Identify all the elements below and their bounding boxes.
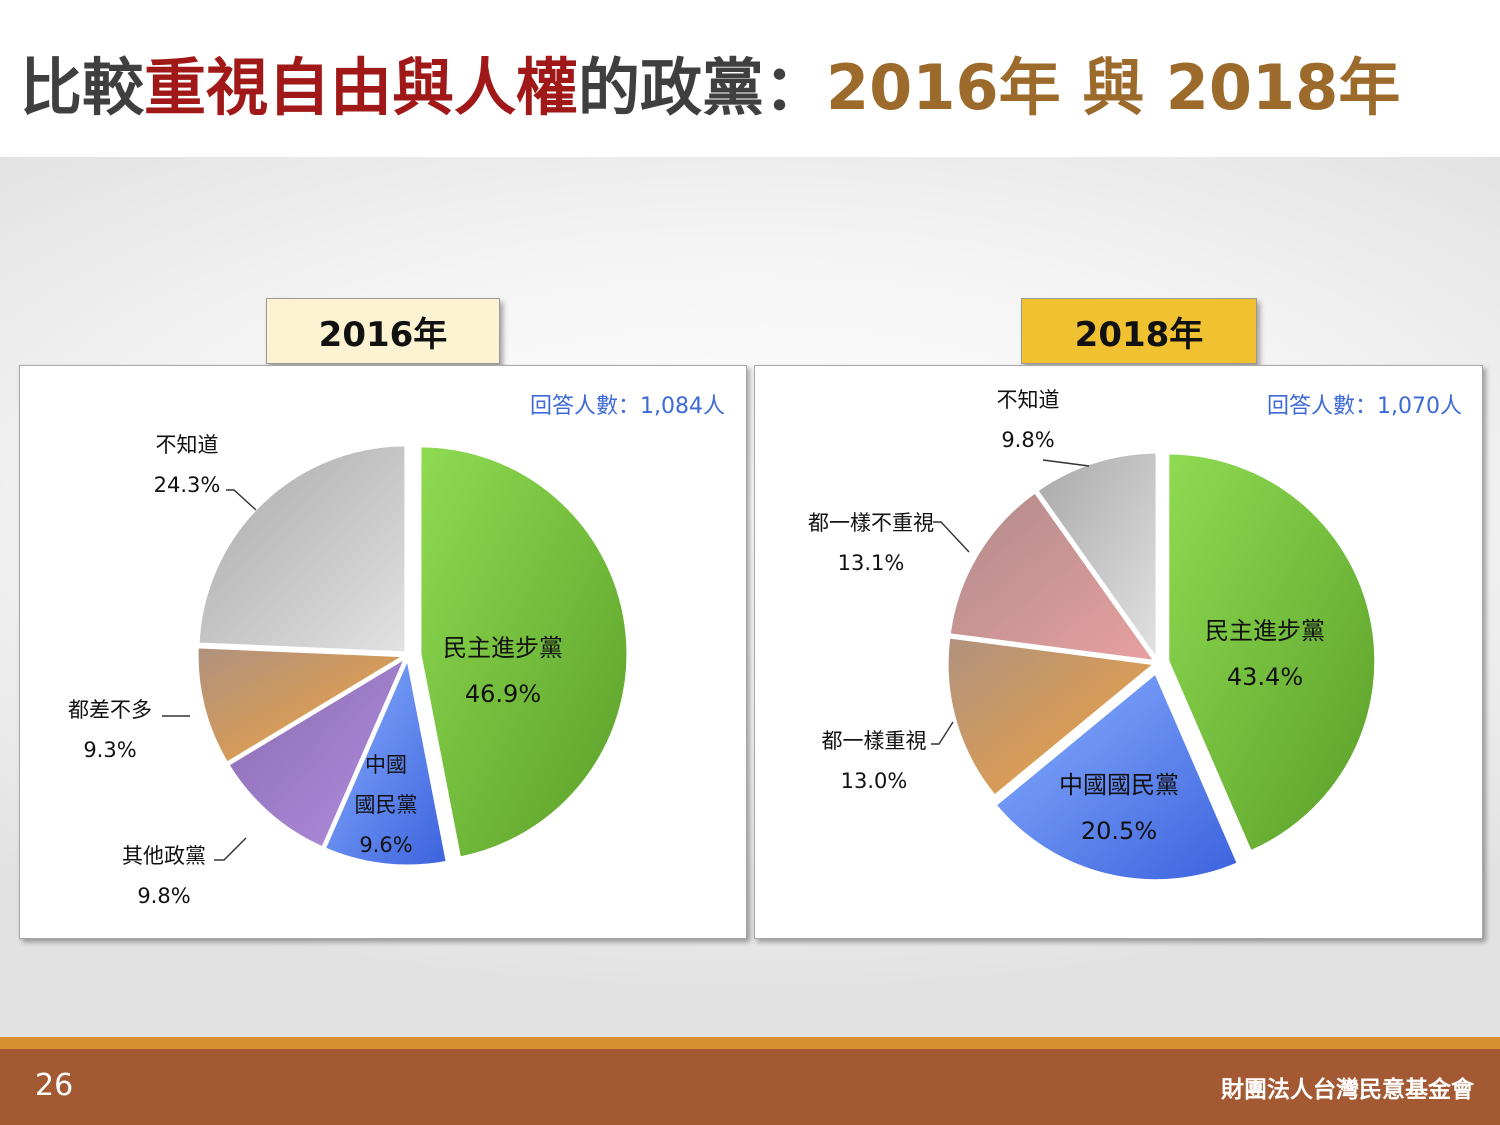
pie-chart-2018 bbox=[931, 450, 1378, 883]
slice-value: 9.6% bbox=[359, 833, 413, 857]
pie-slice-4 bbox=[196, 443, 408, 655]
slice-value: 9.8% bbox=[137, 884, 191, 908]
pie-slice-2 bbox=[945, 635, 1159, 799]
pie-chart-2016 bbox=[162, 443, 630, 868]
title-part-4: 2016年 與 2018年 bbox=[826, 51, 1401, 124]
leader-line-2018-dk bbox=[1042, 459, 1090, 467]
slice-name: 中國國民黨 bbox=[1059, 771, 1179, 799]
chart-panel-2016 bbox=[19, 365, 747, 939]
slice-value: 24.3% bbox=[153, 473, 221, 497]
slice-label-2018-neither: 都一樣不重視 13.1% bbox=[790, 503, 952, 583]
slice-name: 都差不多 bbox=[68, 698, 152, 722]
slice-value: 43.4% bbox=[1226, 663, 1304, 691]
slice-name: 中國 bbox=[365, 753, 407, 777]
slice-value: 9.3% bbox=[83, 738, 137, 762]
slice-name: 其他政黨 bbox=[122, 844, 206, 868]
slice-label-2018-dk: 不知道 9.8% bbox=[976, 380, 1080, 460]
leader-line-2018-both bbox=[931, 721, 954, 745]
pie-slice-0 bbox=[1166, 451, 1378, 854]
respondents-2016: 回答人數：1,084人 bbox=[530, 394, 725, 419]
slice-label-2016-same: 都差不多 9.3% bbox=[56, 690, 164, 770]
slice-name: 不知道 bbox=[155, 433, 219, 457]
title-part-2: 重視自由與人權 bbox=[144, 51, 579, 124]
slice-name: 都一樣重視 bbox=[821, 729, 927, 753]
slice-label-2016-kmt: 中國 國民黨 9.6% bbox=[340, 745, 432, 865]
slice-name: 都一樣不重視 bbox=[808, 511, 934, 535]
slice-value: 13.0% bbox=[840, 769, 908, 793]
leader-line-2016-other bbox=[214, 837, 247, 861]
footer-accent-line bbox=[0, 1037, 1500, 1049]
slice-label-2018-dpp: 民主進步黨 43.4% bbox=[1182, 608, 1348, 700]
pie-slice-0 bbox=[418, 444, 630, 860]
slice-value: 9.8% bbox=[1001, 428, 1055, 452]
footer-bar bbox=[0, 1049, 1500, 1125]
chart-panel-2018 bbox=[754, 365, 1483, 939]
pie-slice-3 bbox=[947, 489, 1159, 664]
slice-name: 民主進步黨 bbox=[443, 634, 563, 662]
pie-slice-1 bbox=[322, 652, 450, 868]
slice-value: 13.1% bbox=[837, 551, 905, 575]
pie-slice-1 bbox=[993, 670, 1241, 883]
slice-name: 國民黨 bbox=[354, 793, 418, 817]
slice-name: 民主進步黨 bbox=[1205, 617, 1325, 645]
slice-label-2018-both: 都一樣重視 13.0% bbox=[804, 721, 944, 801]
page-number: 26 bbox=[35, 1068, 74, 1103]
leader-line-2016-dk bbox=[226, 489, 257, 511]
pie-slice-2 bbox=[225, 653, 410, 850]
title-part-3: 的政黨： bbox=[578, 51, 827, 124]
slice-label-2016-dpp: 民主進步黨 46.9% bbox=[420, 625, 586, 717]
slice-label-2016-dk: 不知道 24.3% bbox=[136, 425, 238, 505]
year-label-2016: 2016年 bbox=[266, 298, 500, 364]
pie-slice-3 bbox=[195, 645, 411, 766]
organization-name: 財團法人台灣民意基金會 bbox=[1221, 1077, 1474, 1103]
slice-value: 46.9% bbox=[464, 680, 542, 708]
slice-value: 20.5% bbox=[1080, 817, 1158, 845]
pie-slice-4 bbox=[1034, 450, 1159, 665]
slice-label-2018-kmt: 中國國民黨 20.5% bbox=[1036, 762, 1202, 854]
page-title: 比較重視自由與人權的政黨：2016年 與 2018年 bbox=[20, 48, 1400, 128]
respondents-2018: 回答人數：1,070人 bbox=[1267, 394, 1462, 419]
title-part-1: 比較 bbox=[20, 51, 145, 124]
slice-name: 不知道 bbox=[996, 388, 1060, 412]
slice-label-2016-other: 其他政黨 9.8% bbox=[110, 836, 218, 916]
leader-line-2018-neither bbox=[933, 521, 970, 553]
year-label-2018: 2018年 bbox=[1021, 298, 1257, 364]
